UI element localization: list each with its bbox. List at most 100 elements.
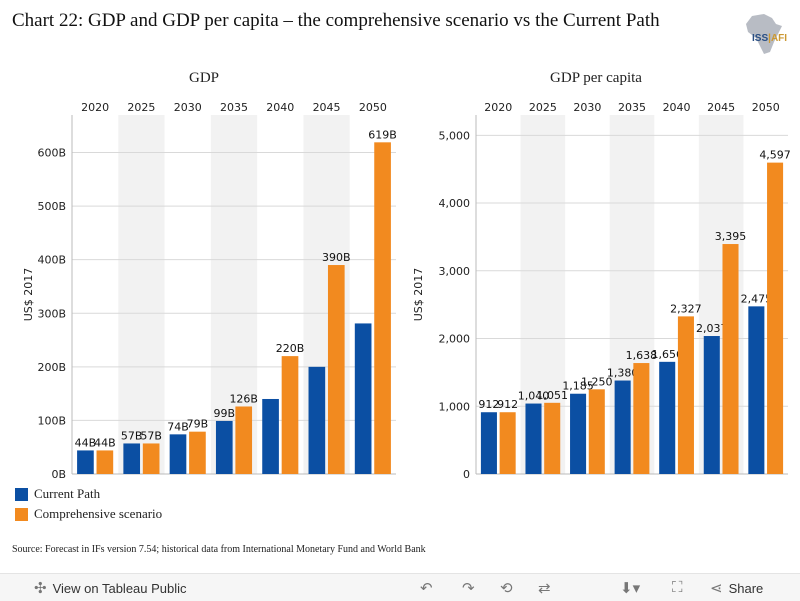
share-icon: ⋖ <box>710 580 723 597</box>
legend-label-comprehensive: Comprehensive scenario <box>34 506 163 521</box>
chart2-bar-comprehensive <box>588 389 605 474</box>
chart1-data-label: 57B <box>140 429 162 442</box>
logo-text-afi: AFI <box>770 33 788 44</box>
chart2-y-axis-label: US$ 2017 <box>412 268 425 322</box>
chart2-data-label: 1,380 <box>607 367 639 380</box>
tableau-toolbar: ✣ View on Tableau Public ↶ ↷ ⟲ ⇄ ⬇▾ ⛶ ⋖ … <box>0 573 800 601</box>
legend-item-current-path[interactable]: Current Path <box>15 485 162 503</box>
chart1-category-label: 2045 <box>313 101 341 114</box>
chart2-category-label: 2025 <box>529 101 557 114</box>
share-button[interactable]: ⋖ Share <box>710 579 763 597</box>
chart1-band <box>118 115 165 474</box>
logo-text-iss: ISS <box>752 33 769 44</box>
chart2-bar-comprehensive <box>767 162 784 475</box>
legend-label-current-path: Current Path <box>34 486 101 501</box>
chart2-category-label: 2040 <box>663 101 691 114</box>
chart2-bar-current-path <box>659 361 676 474</box>
chart1-y-tick-label: 300B <box>37 307 66 320</box>
redo-icon[interactable]: ↷ <box>462 580 475 597</box>
chart2-data-label: 2,327 <box>670 302 702 315</box>
chart1-data-label: 220B <box>276 342 305 355</box>
chart2-data-label: 4,597 <box>759 149 791 162</box>
chart2-data-label: 1,185 <box>562 380 594 393</box>
chart2-bar-comprehensive <box>499 412 516 474</box>
chart1-bar-current-path <box>123 443 141 474</box>
chart1-y-tick-label: 100B <box>37 414 66 427</box>
chart2-y-tick-label: 1,000 <box>439 400 471 413</box>
chart2-bar-current-path <box>614 380 631 474</box>
chart1-data-label: 619B <box>368 128 397 141</box>
chart1-bar-current-path <box>262 398 279 474</box>
chart1-y-tick-label: 600B <box>37 147 66 160</box>
chart1-bar-comprehensive <box>189 431 206 474</box>
legend: Current Path Comprehensive scenario <box>15 485 162 525</box>
logo-text: ISS|AFI <box>752 33 787 44</box>
chart2-data-label: 3,395 <box>715 230 747 243</box>
chart2-bar-current-path <box>703 336 720 474</box>
chart1-data-label: 44B <box>94 436 116 449</box>
download-icon[interactable]: ⬇▾ <box>620 580 641 597</box>
tableau-logo-icon: ✣ <box>34 580 47 597</box>
chart2-y-tick-label: 0 <box>463 468 470 480</box>
share-label: Share <box>728 580 764 596</box>
chart2-category-label: 2030 <box>573 101 601 114</box>
chart1-category-label: 2035 <box>220 101 248 114</box>
chart2-y-tick-label: 2,000 <box>439 333 471 346</box>
chart2-bar-current-path <box>570 393 587 474</box>
chart2-bar-current-path <box>480 412 497 474</box>
chart1-bar-comprehensive <box>374 142 391 474</box>
chart1-category-label: 2050 <box>359 101 387 114</box>
chart1-data-label: 390B <box>322 251 351 264</box>
chart1-bar-current-path <box>354 323 372 474</box>
chart1-bar-current-path <box>215 420 233 474</box>
chart1-bar-comprehensive <box>96 450 114 474</box>
chart1-category-label: 2025 <box>127 101 155 114</box>
chart2-data-label: 1,638 <box>626 349 658 362</box>
chart2-category-label: 2035 <box>618 101 646 114</box>
view-on-tableau-label: View on Tableau Public <box>52 580 187 596</box>
africa-logo-icon <box>746 14 782 54</box>
chart1-data-label: 57B <box>121 429 143 442</box>
chart1-bar-comprehensive <box>281 356 299 474</box>
chart2-data-label: 1,051 <box>536 389 568 402</box>
chart1-bar-current-path <box>308 366 326 474</box>
legend-item-comprehensive[interactable]: Comprehensive scenario <box>15 505 162 523</box>
view-on-tableau-link[interactable]: ✣ View on Tableau Public <box>34 579 187 597</box>
chart1-title: GDP <box>189 70 219 86</box>
chart1-y-tick-label: 200B <box>37 361 66 374</box>
undo-icon[interactable]: ↶ <box>420 580 433 597</box>
fullscreen-icon[interactable]: ⛶ <box>672 579 683 596</box>
chart1-data-label: 79B <box>187 418 209 431</box>
legend-swatch-current-path <box>15 487 28 501</box>
chart2-bar-comprehensive <box>544 402 561 474</box>
chart2-bar-comprehensive <box>722 244 739 474</box>
chart1-y-tick-label: 500B <box>37 200 66 213</box>
chart2-category-label: 2020 <box>484 101 512 114</box>
chart2-y-tick-label: 4,000 <box>439 197 471 210</box>
page-title: Chart 22: GDP and GDP per capita – the c… <box>12 10 660 31</box>
chart2-title: GDP per capita <box>550 70 642 86</box>
chart1-bar-comprehensive <box>327 265 345 474</box>
chart1-y-axis-label: US$ 2017 <box>22 268 35 322</box>
legend-swatch-comprehensive <box>15 507 28 521</box>
chart1-data-label: 99B <box>214 407 236 420</box>
chart2-category-label: 2045 <box>707 101 735 114</box>
chart1-category-label: 2020 <box>81 101 109 114</box>
chart2-data-label: 912 <box>478 398 499 411</box>
chart2-data-label: 1,656 <box>651 348 683 361</box>
revert-icon[interactable]: ⟲ <box>500 580 513 597</box>
charts-area: 0B 100B 200B 300B 400B 500B 600B GDP 2020 2025 203… <box>22 70 791 480</box>
refresh-icon[interactable]: ⇄ <box>538 580 551 597</box>
chart2-data-label: 1,040 <box>518 390 550 403</box>
chart2-bar-current-path <box>748 306 765 474</box>
chart2-bar-current-path <box>525 403 542 474</box>
chart2-y-tick-label: 3,000 <box>439 265 471 278</box>
chart1-bar-comprehensive <box>235 406 253 474</box>
chart2-category-label: 2050 <box>752 101 780 114</box>
chart2-data-label: 2,475 <box>741 292 773 305</box>
chart1-category-label: 2030 <box>174 101 202 114</box>
chart1-data-label: 44B <box>75 436 97 449</box>
chart2-data-label: 912 <box>497 398 518 411</box>
chart2-data-label: 2,037 <box>696 322 728 335</box>
chart1-bar-current-path <box>77 450 94 474</box>
